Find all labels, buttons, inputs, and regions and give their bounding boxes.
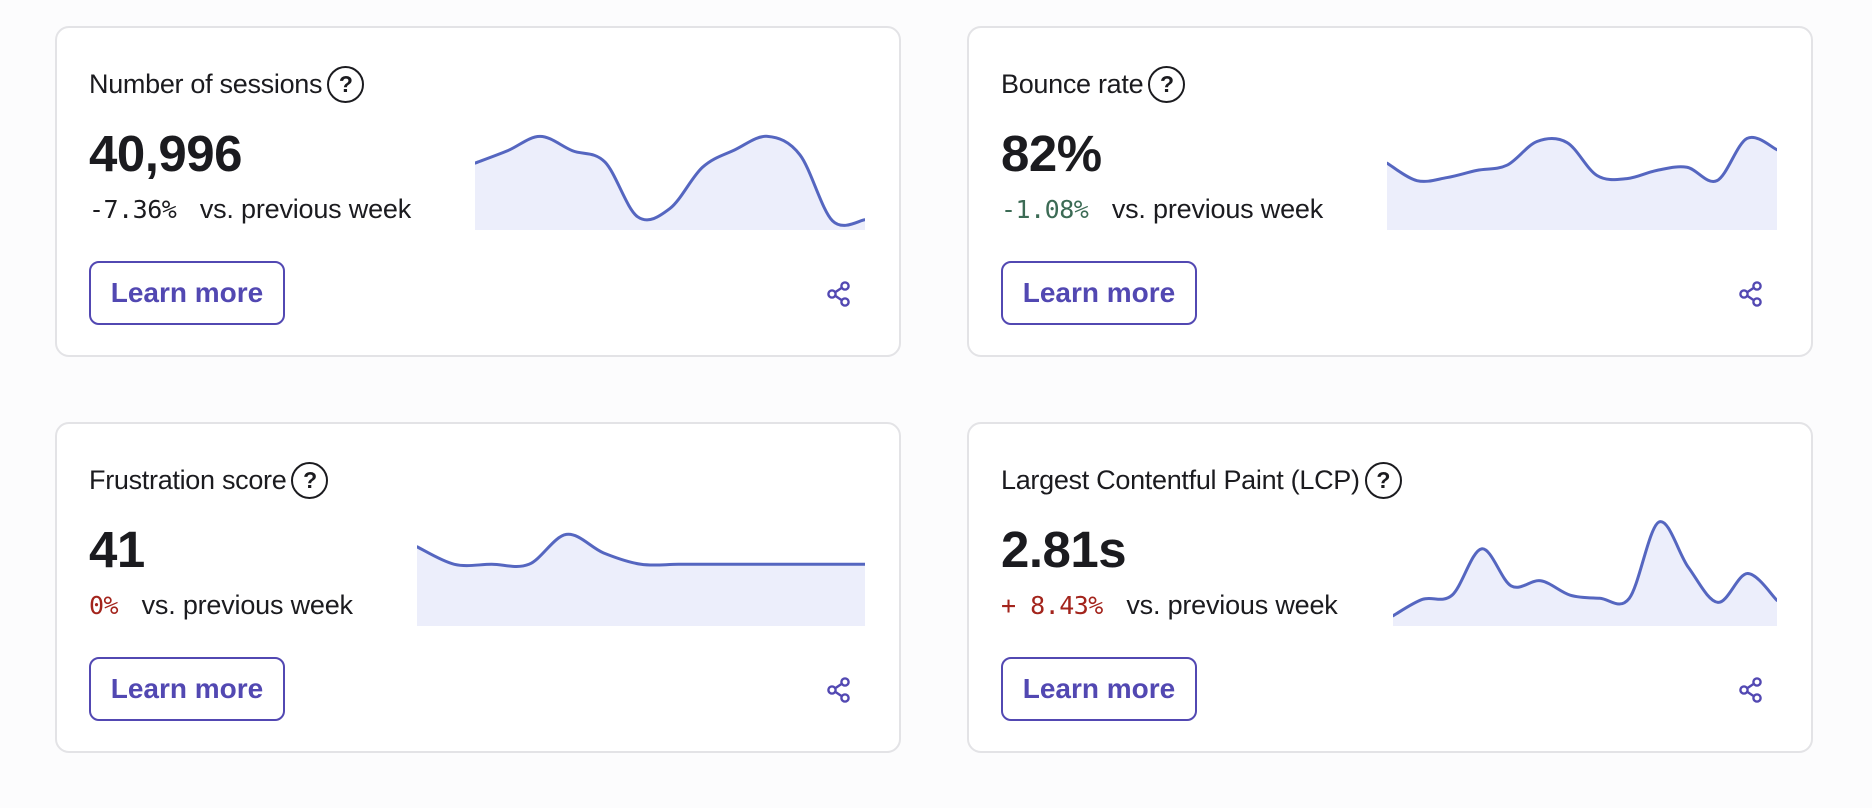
- sparkline-area: [417, 534, 865, 626]
- sparkline-line: [1387, 135, 1777, 183]
- metric-card-sessions: Number of sessions ? 40,996 -7.36% vs. p…: [55, 26, 901, 357]
- sparkline-area: [1387, 137, 1777, 230]
- metric-card-frustration-score: Frustration score ? 41 0% vs. previous w…: [55, 422, 901, 753]
- help-icon[interactable]: ?: [327, 66, 365, 103]
- metric-value: 40,996: [89, 125, 243, 182]
- card-title: Largest Contentful Paint (LCP): [1001, 465, 1360, 495]
- sparkline-area: [1393, 521, 1777, 626]
- comparison-label: vs. previous week: [199, 194, 412, 224]
- learn-more-button[interactable]: Learn more: [1001, 261, 1197, 325]
- sparkline-line: [1393, 520, 1777, 618]
- change-percent: -7.36%: [89, 195, 177, 224]
- change-row: 0% vs. previous week: [89, 590, 353, 621]
- card-title-row: Number of sessions ?: [89, 66, 365, 103]
- metric-value: 82%: [1001, 125, 1102, 182]
- card-title-row: Largest Contentful Paint (LCP) ?: [1001, 462, 1402, 499]
- card-title: Frustration score: [89, 465, 287, 495]
- sparkline-chart: [1393, 520, 1777, 626]
- sparkline-chart: [417, 532, 865, 626]
- metric-value: 2.81s: [1001, 521, 1127, 578]
- change-row: + 8.43% vs. previous week: [1001, 590, 1338, 621]
- help-icon[interactable]: ?: [1148, 66, 1186, 103]
- metric-card-lcp: Largest Contentful Paint (LCP) ? 2.81s +…: [967, 422, 1813, 753]
- sparkline-chart: [475, 134, 865, 230]
- comparison-label: vs. previous week: [141, 590, 353, 620]
- sparkline-line: [417, 532, 865, 568]
- share-icon[interactable]: [825, 676, 853, 704]
- share-icon[interactable]: [825, 280, 853, 308]
- metric-value: 41: [89, 521, 145, 578]
- metric-card-bounce-rate: Bounce rate ? 82% -1.08% vs. previous we…: [967, 26, 1813, 357]
- help-icon[interactable]: ?: [291, 462, 329, 499]
- card-title: Bounce rate: [1001, 69, 1144, 99]
- change-percent: 0%: [89, 591, 119, 620]
- learn-more-button[interactable]: Learn more: [89, 261, 285, 325]
- sparkline-line: [475, 134, 865, 227]
- share-icon[interactable]: [1737, 676, 1765, 704]
- comparison-label: vs. previous week: [1126, 590, 1338, 620]
- share-icon[interactable]: [1737, 280, 1765, 308]
- card-title-row: Frustration score ?: [89, 462, 329, 499]
- sparkline-chart: [1387, 135, 1777, 230]
- change-percent: -1.08%: [1001, 195, 1089, 224]
- change-row: -1.08% vs. previous week: [1001, 194, 1323, 225]
- change-percent: + 8.43%: [1001, 591, 1103, 620]
- card-title-row: Bounce rate ?: [1001, 66, 1186, 103]
- change-row: -7.36% vs. previous week: [89, 194, 411, 225]
- sparkline-area: [475, 136, 865, 230]
- comparison-label: vs. previous week: [1111, 194, 1324, 224]
- learn-more-button[interactable]: Learn more: [89, 657, 285, 721]
- learn-more-button[interactable]: Learn more: [1001, 657, 1197, 721]
- card-title: Number of sessions: [89, 69, 323, 99]
- help-icon[interactable]: ?: [1364, 462, 1402, 499]
